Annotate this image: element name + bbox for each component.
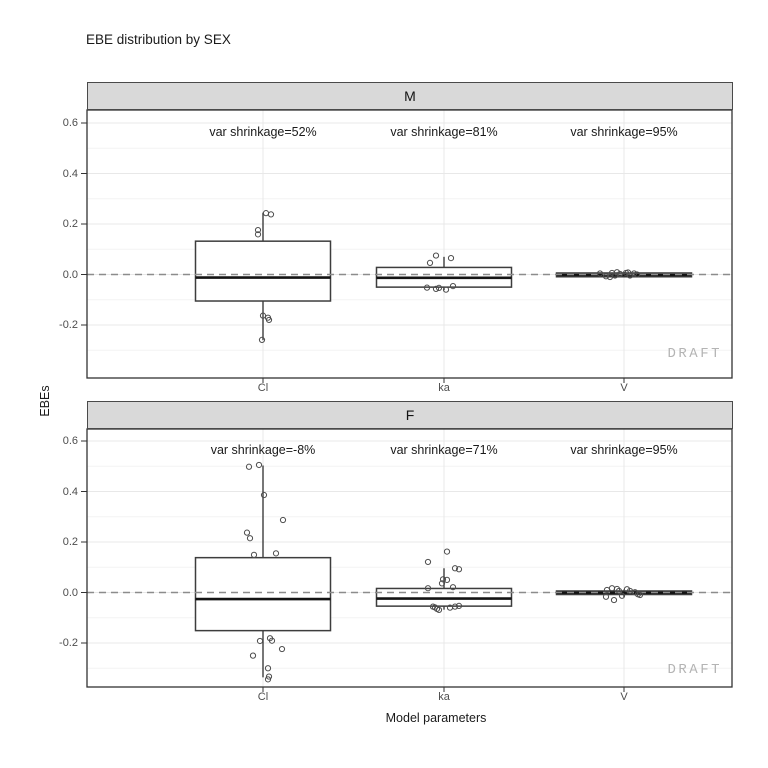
- jitter-point: [426, 259, 434, 266]
- x-tick-label-Cl: Cl: [257, 691, 269, 703]
- jitter-point: [260, 491, 268, 499]
- jitter-point: [438, 580, 446, 587]
- panel-bg-M: [87, 110, 732, 378]
- jitter-point: [249, 652, 257, 659]
- y-tick-label: 0.6: [62, 435, 78, 447]
- jitter-point: [254, 231, 262, 238]
- jitter-point: [615, 587, 623, 595]
- panel-border-F: [86, 428, 733, 688]
- y-tick-label: 0.4: [62, 485, 78, 498]
- jitter-point: [264, 665, 272, 672]
- x-tick-label-Cl: Cl: [257, 382, 269, 394]
- y-axis-title: EBEs: [38, 385, 52, 417]
- y-tick-label: 0.2: [62, 218, 78, 230]
- jitter-point: [613, 585, 621, 593]
- jitter-point: [258, 336, 266, 343]
- jitter-point: [455, 602, 463, 609]
- jitter-point: [443, 576, 451, 583]
- jitter-point: [602, 273, 610, 280]
- jitter-point: [447, 254, 455, 262]
- jitter-point: [616, 270, 624, 278]
- jitter-point: [432, 252, 440, 259]
- x-tick-label-ka: ka: [438, 691, 450, 703]
- draft-watermark-f: DRAFT: [667, 662, 722, 678]
- jitter-point: [606, 273, 614, 281]
- jitter-point: [243, 529, 251, 536]
- jitter-point: [432, 285, 440, 292]
- jitter-point: [250, 551, 258, 558]
- y-tick-label: 0.6: [62, 117, 78, 129]
- jitter-point: [455, 566, 463, 573]
- x-axis-title-text: Model parameters: [385, 711, 487, 725]
- x-tick-label-V: V: [620, 382, 628, 394]
- jitter-point: [279, 516, 287, 524]
- jitter-point: [596, 270, 604, 277]
- box-Cl: [194, 556, 332, 632]
- y-tick-label: 0.0: [62, 268, 78, 281]
- y-tick-label: 0.0: [62, 586, 78, 599]
- jitter-point: [268, 637, 276, 644]
- box-Cl: [194, 240, 332, 302]
- y-tick-label: 0.4: [62, 167, 78, 180]
- jitter-point: [442, 286, 450, 293]
- annotation-shrinkage: var shrinkage=52%: [209, 124, 317, 139]
- jitter-point: [624, 269, 632, 276]
- jitter-point: [424, 585, 432, 592]
- jitter-point: [435, 284, 443, 291]
- jitter-point: [443, 548, 451, 555]
- panel-bg-F: [87, 429, 732, 687]
- jitter-point: [618, 592, 626, 599]
- jitter-point: [449, 584, 457, 591]
- jitter-point: [272, 550, 280, 557]
- jitter-point: [602, 593, 610, 600]
- panel-border-M: [86, 109, 733, 379]
- y-tick-label: 0.2: [62, 536, 78, 548]
- annotation-shrinkage: var shrinkage=-8%: [210, 442, 316, 457]
- jitter-point: [245, 463, 253, 470]
- jitter-point: [431, 604, 439, 611]
- jitter-point: [265, 673, 273, 680]
- x-axis-title: Model parameters: [0, 711, 768, 725]
- facet-strip-f-label: F: [405, 407, 415, 423]
- annotation-shrinkage: var shrinkage=95%: [570, 124, 678, 139]
- facet-strip-m: M: [87, 82, 733, 110]
- y-tick-label: -0.2: [59, 637, 78, 649]
- annotation-shrinkage: var shrinkage=81%: [390, 124, 498, 139]
- jitter-point: [246, 535, 254, 542]
- x-tick-label-ka: ka: [438, 382, 450, 394]
- jitter-point: [254, 226, 262, 234]
- jitter-point: [636, 591, 644, 599]
- draft-watermark-m: DRAFT: [667, 346, 722, 362]
- annotation-shrinkage: var shrinkage=71%: [390, 442, 498, 457]
- jitter-point: [633, 271, 641, 278]
- jitter-point: [424, 558, 432, 566]
- annotation-shrinkage: var shrinkage=95%: [570, 442, 678, 457]
- jitter-point: [439, 576, 447, 583]
- jitter-point: [451, 603, 459, 610]
- jitter-point: [256, 637, 264, 645]
- jitter-point: [623, 586, 631, 593]
- jitter-point: [267, 211, 275, 218]
- jitter-point: [278, 645, 286, 653]
- jitter-point: [610, 596, 618, 604]
- jitter-point: [259, 312, 267, 319]
- jitter-point: [451, 565, 459, 572]
- jitter-point: [264, 676, 272, 683]
- facet-strip-f: F: [87, 401, 733, 429]
- chart-title: EBE distribution by SEX: [86, 32, 231, 47]
- x-tick-label-V: V: [620, 691, 628, 703]
- jitter-point: [449, 283, 457, 290]
- jitter-point: [265, 316, 273, 324]
- jitter-point: [423, 284, 431, 291]
- jitter-point: [630, 270, 638, 277]
- facet-strip-m-label: M: [404, 88, 416, 104]
- jitter-point: [255, 461, 263, 469]
- y-tick-label: -0.2: [59, 319, 78, 331]
- jitter-point: [613, 269, 621, 276]
